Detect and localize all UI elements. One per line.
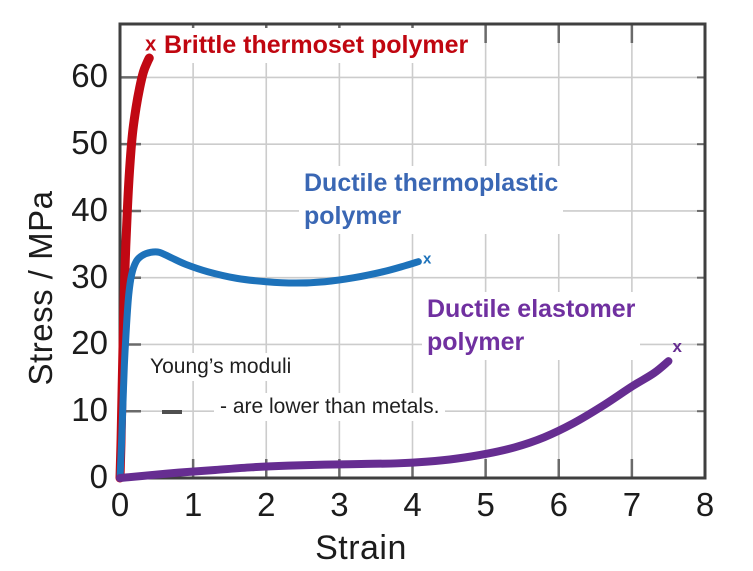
y-tick-label: 30 [71,257,108,295]
y-tick-label: 0 [89,458,108,495]
x-tick-label: 6 [549,486,568,523]
x-axis-label: Strain [315,529,407,567]
fracture-marker: x [672,337,682,356]
y-tick-label: 40 [71,190,108,228]
x-tick-label: 7 [622,486,642,523]
annotation-youngs-moduli: Young’s moduli [144,353,298,381]
x-tick-label: 0 [110,486,130,523]
y-tick-label: 10 [71,391,108,429]
x-tick-label: 4 [403,486,422,523]
series-label-ductile-elastomer: Ductile elastomer polymer [422,292,641,360]
fracture-marker: x [145,34,156,56]
x-tick-label: 8 [695,486,715,523]
series-label-brittle-thermoset: Brittle thermoset polymer [159,28,474,63]
x-tick-label: 5 [476,486,495,523]
x-tick-label: 3 [330,486,349,523]
series-label-text: Ductile elastomer [427,295,636,323]
series-label-ductile-thermoplastic: Ductile thermoplastic polymer [299,166,564,234]
series-label-text: Brittle thermoset polymer [164,31,469,59]
y-tick-label: 50 [71,124,108,162]
annotation-lower-than-metals: - are lower than metals. [214,393,446,421]
x-tick-label: 2 [257,486,276,523]
series-label-text: polymer [304,202,402,230]
series-label-text: polymer [427,328,525,356]
plot-frame [118,22,707,480]
y-tick-label: 60 [71,57,108,95]
curve-ductile-elastomer-polymer [116,357,673,482]
y-tick-label: 20 [71,324,108,362]
fracture-marker: x [423,251,432,268]
curve-ductile-thermoplastic-polymer [116,248,422,482]
x-tick-label: 1 [183,486,203,523]
dash-mark [162,410,182,414]
series-label-text: Ductile thermoplastic [304,169,559,197]
